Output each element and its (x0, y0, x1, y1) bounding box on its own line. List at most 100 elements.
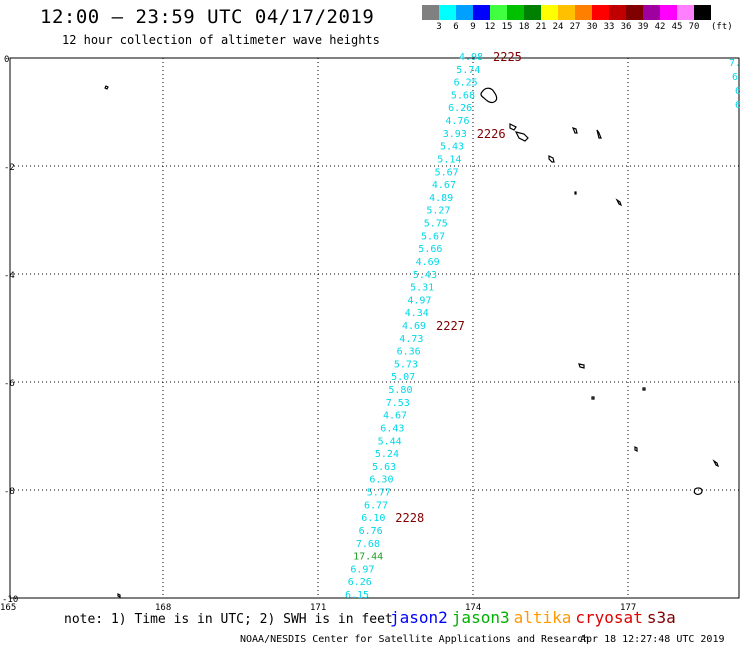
swh-value-label: 6.26 (348, 577, 372, 588)
swh-value-label: 4.76 (445, 116, 469, 127)
edge-swh-value: 7. (729, 58, 740, 69)
map-subtitle: 12 hour collection of altimeter wave hei… (62, 33, 380, 47)
lat-tick-label: -2 (4, 163, 15, 173)
island-outline (548, 155, 555, 163)
legend-label: 18 (518, 22, 530, 32)
swh-value-label: 6.77 (364, 500, 388, 511)
swh-value-label: 5.73 (394, 359, 418, 370)
lon-tick-label: 171 (310, 603, 326, 610)
island-outline (642, 387, 646, 391)
swh-value-label: 5.75 (424, 219, 448, 230)
legend-swatch (609, 5, 626, 20)
lat-tick-label: -4 (4, 271, 15, 281)
swh-value-label: 5.68 (451, 90, 475, 101)
legend-swatch (524, 5, 541, 20)
swh-value-label: 4.67 (383, 411, 407, 422)
credit-line: NOAA/NESDIS Center for Satellite Applica… (240, 634, 590, 645)
map-frame (9, 57, 740, 599)
pass-number-label: 2227 (436, 319, 465, 333)
swh-value-label: 4.97 (407, 295, 431, 306)
swh-value-label: 6.36 (397, 347, 421, 358)
swh-value-label: 5.27 (426, 206, 450, 217)
legend-swatch (694, 5, 711, 20)
swh-value-label: 5.44 (378, 436, 402, 447)
island-outline (509, 123, 517, 131)
legend-swatch (660, 5, 677, 20)
swh-value-label: 5.31 (410, 283, 434, 294)
swh-value-label: 6.97 (350, 564, 374, 575)
swh-value-label: 5.43 (413, 270, 437, 281)
island-outline (578, 363, 585, 369)
legend-swatch (439, 5, 456, 20)
lon-tick-label: 168 (155, 603, 171, 610)
swh-value-label: 6.26 (448, 103, 472, 114)
legend-label: 45 (671, 22, 683, 32)
legend-label: 12 (484, 22, 496, 32)
swh-value-label: 6.30 (369, 475, 393, 486)
mission-s3a: s3a (646, 608, 676, 627)
swh-value-label: 5.07 (391, 372, 415, 383)
mission-altika: altika (513, 608, 572, 627)
legend-label: 39 (637, 22, 649, 32)
island-outline (591, 396, 595, 400)
legend-label: 70 (688, 22, 700, 32)
legend-swatch (592, 5, 609, 20)
legend-label: 15 (501, 22, 513, 32)
lat-tick-label: -10 (2, 595, 18, 605)
edge-swh-value: 6 (735, 86, 740, 97)
island-outline (693, 487, 703, 495)
island-outline (571, 127, 578, 134)
map-title: 12:00 – 23:59 UTC 04/17/2019 (40, 6, 375, 28)
swh-value-label: 17.44 (353, 552, 383, 563)
legend-swatch (643, 5, 660, 20)
legend-swatch (541, 5, 558, 20)
legend-swatch (626, 5, 643, 20)
swh-value-label: 3.93 (443, 129, 467, 140)
lon-tick-label: 165 (0, 603, 16, 610)
legend-swatch (575, 5, 592, 20)
legend-unit: (ft) (711, 22, 733, 32)
mission-cryosat: cryosat (575, 608, 643, 627)
swh-value-label: 7.53 (386, 398, 410, 409)
swh-value-label: 6.76 (359, 526, 383, 537)
swh-value-label: 5.77 (367, 488, 391, 499)
lat-tick-label: -6 (4, 379, 15, 389)
legend-swatch (422, 5, 439, 20)
legend-label: 33 (603, 22, 615, 32)
legend-label: 3 (436, 22, 442, 32)
swh-value-label: 6.10 (361, 513, 385, 524)
swh-value-label: 5.67 (435, 167, 459, 178)
island-outline (514, 131, 529, 142)
legend-swatch (677, 5, 694, 20)
generation-timestamp: Apr 18 12:27:48 UTC 2019 (580, 634, 725, 645)
legend-label: 42 (654, 22, 666, 32)
legend-label: 9 (470, 22, 476, 32)
legend-label: 24 (552, 22, 564, 32)
mission-jason2: jason2 (390, 608, 448, 627)
island-outline (596, 129, 602, 139)
swh-value-label: 6.25 (454, 78, 478, 89)
legend-label: 6 (453, 22, 459, 32)
legend-swatch (558, 5, 575, 20)
legend-label: 36 (620, 22, 632, 32)
legend-swatch (490, 5, 507, 20)
color-legend: (ft) 3 6 9 12 15 18 21 24 27 30 33 36 39 42 45 70 (422, 5, 733, 32)
lat-tick-label: 0 (4, 55, 9, 65)
island-outline (117, 593, 121, 598)
pass-number-label: 2226 (477, 127, 506, 141)
swh-value-label: 6.43 (380, 424, 404, 435)
island-outline (480, 87, 498, 104)
swh-value-label: 7.68 (356, 539, 380, 550)
edge-swh-value: 6 (735, 100, 740, 111)
island-outline (615, 198, 623, 207)
legend-swatch (473, 5, 490, 20)
swh-value-label: 5.43 (440, 142, 464, 153)
swh-value-label: 6.15 (345, 590, 369, 601)
swh-value-label: 5.24 (375, 449, 399, 460)
swh-value-label: 4.98 (459, 52, 483, 63)
pass-number-label: 2225 (493, 50, 522, 64)
island-outline (104, 85, 109, 90)
swh-value-label: 5.14 (437, 155, 461, 166)
island-outline (634, 446, 638, 452)
